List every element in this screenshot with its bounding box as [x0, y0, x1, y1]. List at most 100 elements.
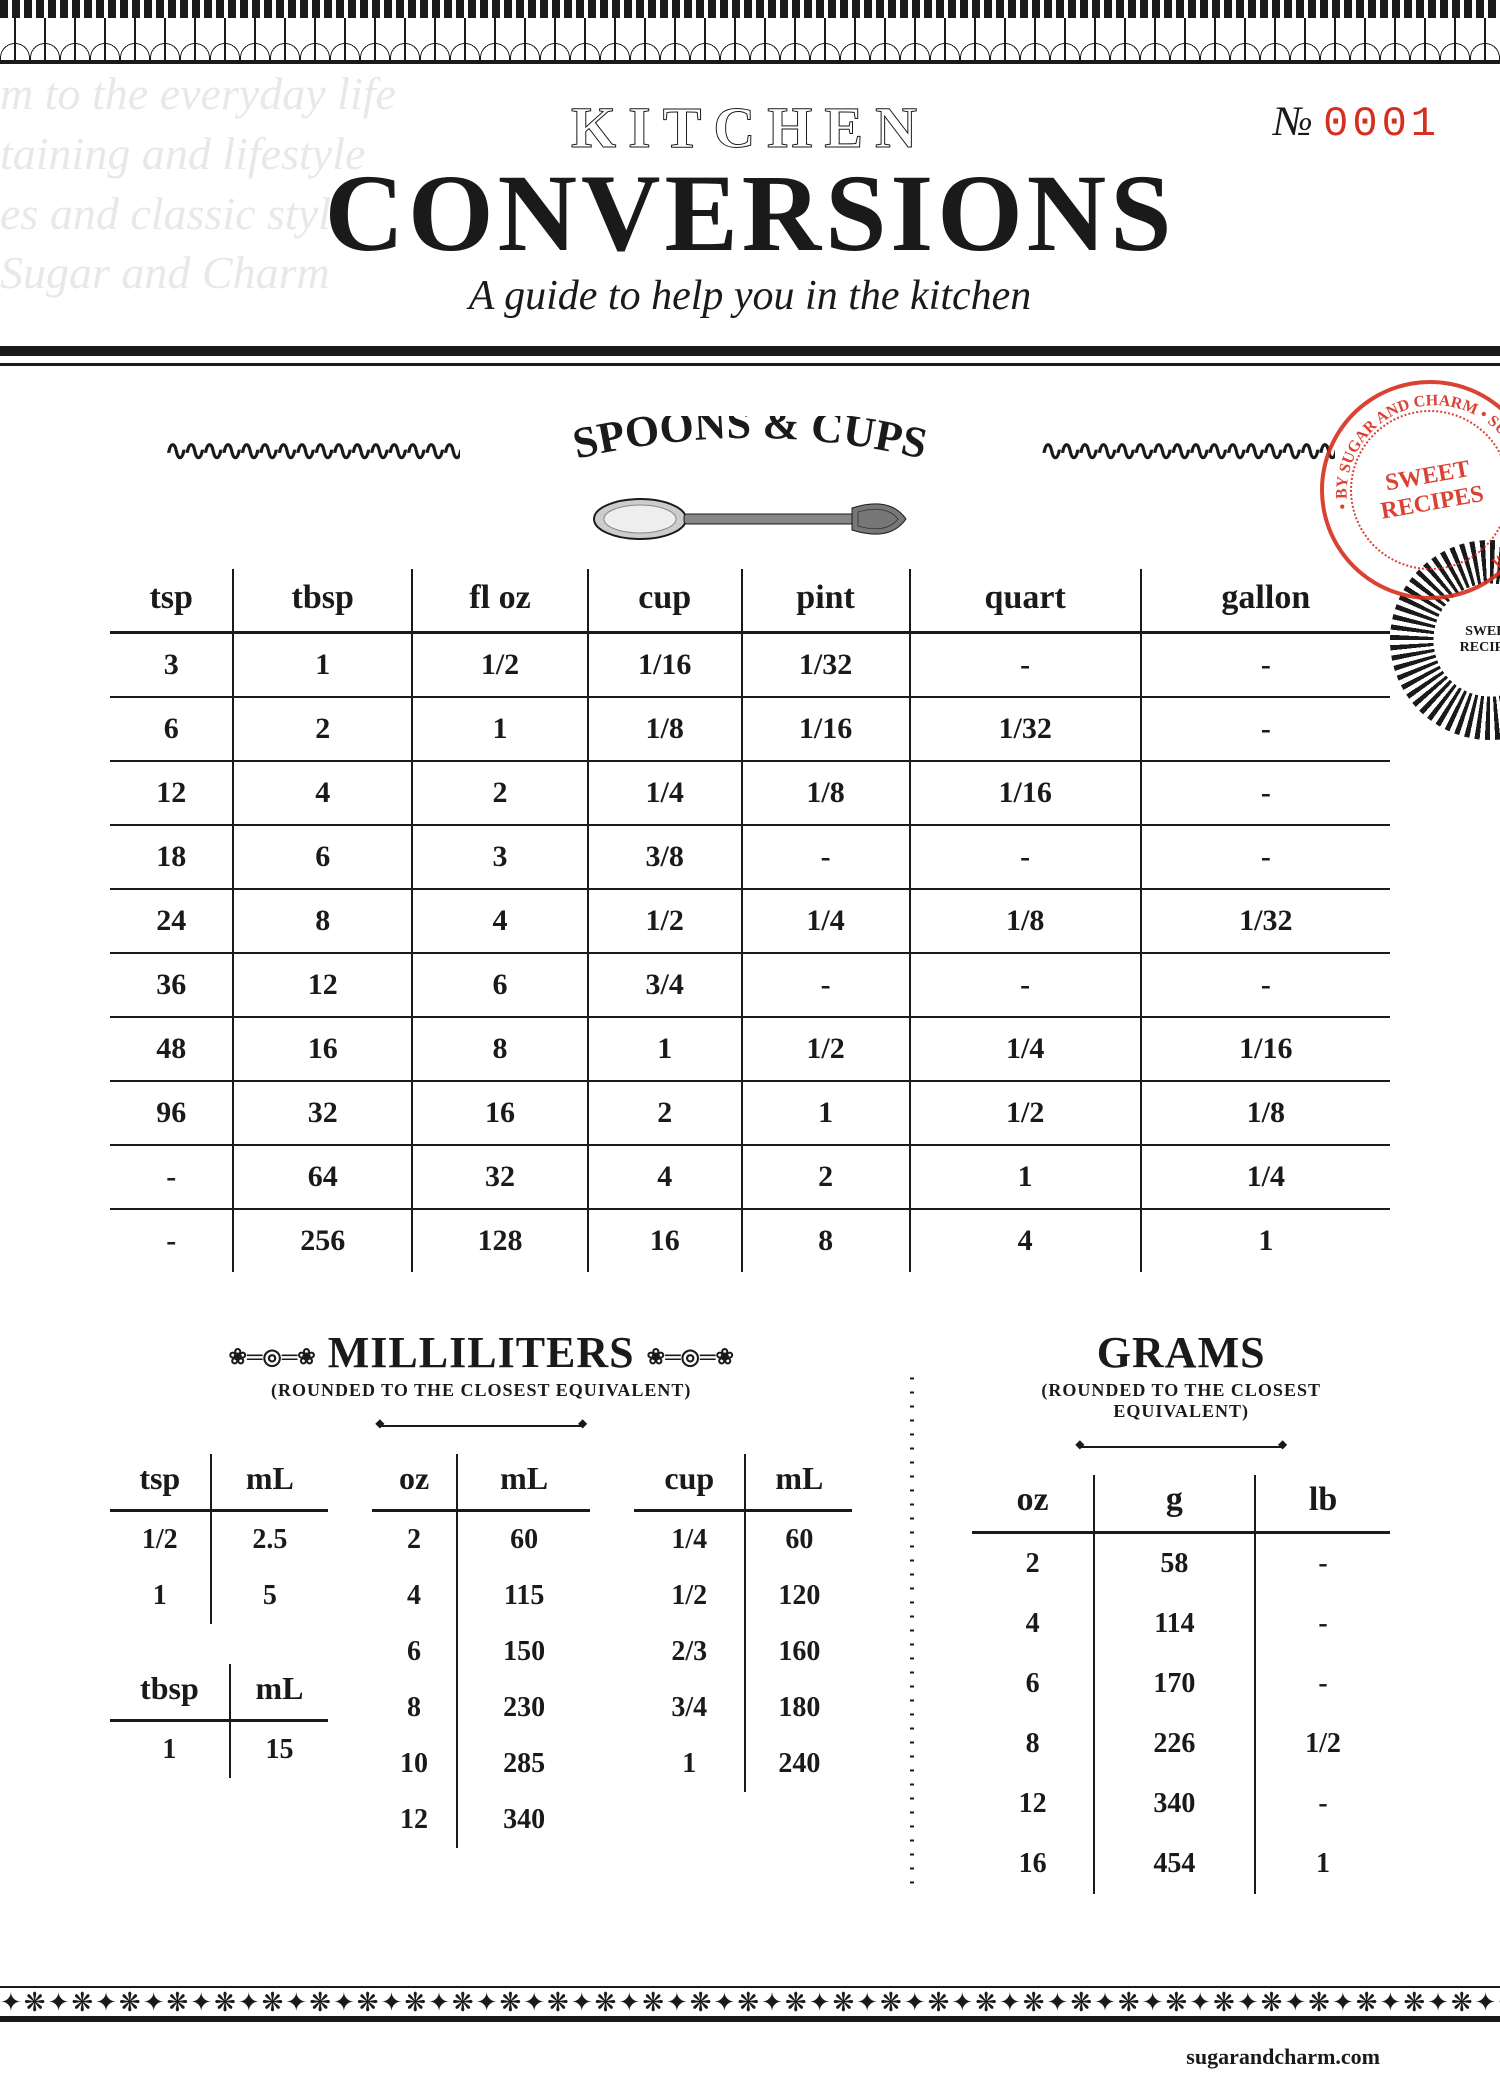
- tsp-table: tspmL1/22.515: [110, 1454, 328, 1624]
- thick-rule: [0, 346, 1500, 366]
- grams-table: ozglb258-4114-6170-82261/212340-164541: [972, 1475, 1390, 1894]
- mini-cell: 15: [230, 1720, 328, 1778]
- ml-col-oz: ozmL2604115615082301028512340: [372, 1454, 590, 1848]
- g-cell: -: [1255, 1774, 1390, 1834]
- spoons-cups-heading-row: ∿∿∿∿∿∿∿∿∿∿∿∿∿∿∿∿ SPOONS & CUPS ∿∿∿∿∿∿∿∿∿…: [110, 416, 1390, 486]
- sc-cell: 18: [110, 825, 233, 889]
- sc-cell: 16: [588, 1209, 742, 1272]
- g-header: g: [1094, 1475, 1255, 1533]
- sc-cell: 3: [110, 632, 233, 697]
- mini-header: mL: [230, 1664, 328, 1721]
- sc-cell: 1: [742, 1081, 910, 1145]
- sc-cell: -: [1141, 953, 1390, 1017]
- ml-title: MILLILITERS: [328, 1328, 635, 1377]
- table-row: 2/3160: [634, 1624, 852, 1680]
- sc-cell: 64: [233, 1145, 412, 1209]
- sc-cell: 8: [412, 1017, 588, 1081]
- sc-cell: -: [1141, 632, 1390, 697]
- g-cell: 8: [972, 1714, 1093, 1774]
- sc-col-header: fl oz: [412, 569, 588, 633]
- table-row: 15: [110, 1568, 328, 1624]
- table-row: 12340: [372, 1792, 590, 1848]
- sc-cell: 24: [110, 889, 233, 953]
- flourish-divider: [972, 1432, 1390, 1453]
- sc-cell: 1: [588, 1017, 742, 1081]
- ml-tables-row: tspmL1/22.515 tbspmL115 ozmL260411561508…: [110, 1454, 852, 1848]
- oz-table: ozmL2604115615082301028512340: [372, 1454, 590, 1848]
- sc-cell: -: [742, 825, 910, 889]
- g-cell: -: [1255, 1594, 1390, 1654]
- svg-text:SPOONS & CUPS: SPOONS & CUPS: [568, 416, 931, 468]
- sc-cell: 1/4: [910, 1017, 1141, 1081]
- mini-header: mL: [211, 1454, 329, 1511]
- sc-cell: 1/8: [1141, 1081, 1390, 1145]
- sc-cell: 1/4: [588, 761, 742, 825]
- sc-cell: 1/8: [910, 889, 1141, 953]
- mini-header: mL: [457, 1454, 590, 1511]
- g-header: oz: [972, 1475, 1093, 1533]
- sc-cell: 4: [412, 889, 588, 953]
- grams-note: (ROUNDED TO THE CLOSEST EQUIVALENT): [972, 1380, 1390, 1422]
- header: m to the everyday life taining and lifes…: [0, 64, 1500, 346]
- sc-cell: 1/2: [412, 632, 588, 697]
- serial-digits: 0001: [1323, 100, 1440, 148]
- sc-cell: 3: [412, 825, 588, 889]
- sc-cell: 4: [233, 761, 412, 825]
- cup-table: cupmL1/4601/21202/31603/41801240: [634, 1454, 852, 1792]
- sc-cell: 16: [412, 1081, 588, 1145]
- ml-title-row: ❀═◎═❀ MILLILITERS ❀═◎═❀: [110, 1327, 852, 1378]
- mini-cell: 115: [457, 1568, 590, 1624]
- mini-cell: 240: [745, 1736, 852, 1792]
- scallop-border: [0, 18, 1500, 64]
- table-row: 164541: [972, 1834, 1390, 1894]
- g-cell: 1/2: [1255, 1714, 1390, 1774]
- sc-col-header: tbsp: [233, 569, 412, 633]
- table-row: 1/460: [634, 1510, 852, 1568]
- ornament-right: ❀═◎═❀: [647, 1343, 734, 1368]
- sc-cell: 1/2: [910, 1081, 1141, 1145]
- sc-cell: 1/4: [742, 889, 910, 953]
- sc-cell: 1/16: [588, 632, 742, 697]
- tbsp-table: tbspmL115: [110, 1664, 328, 1778]
- wave-ornament-left: ∿∿∿∿∿∿∿∿∿∿∿∿∿∿∿∿: [165, 434, 460, 468]
- spoons-cups-title: SPOONS & CUPS: [490, 416, 1010, 486]
- mini-cell: 2/3: [634, 1624, 745, 1680]
- mini-cell: 340: [457, 1792, 590, 1848]
- table-row: 12340-: [972, 1774, 1390, 1834]
- mini-cell: 180: [745, 1680, 852, 1736]
- greek-key-border: [0, 0, 1500, 18]
- mini-cell: 2.5: [211, 1510, 329, 1568]
- g-cell: 6: [972, 1654, 1093, 1714]
- g-cell: -: [1255, 1532, 1390, 1594]
- stamp-outer-text: • BY SUGAR AND CHARM • SUGAR AND CHARM: [1318, 376, 1500, 597]
- table-row: 4816811/21/41/16: [110, 1017, 1390, 1081]
- g-cell: 114: [1094, 1594, 1255, 1654]
- mini-cell: 285: [457, 1736, 590, 1792]
- sc-cell: 1/16: [910, 761, 1141, 825]
- sc-cell: -: [1141, 697, 1390, 761]
- mini-cell: 1/2: [110, 1510, 211, 1568]
- sc-cell: 3/4: [588, 953, 742, 1017]
- table-row: 1240: [634, 1736, 852, 1792]
- sc-cell: 1/8: [742, 761, 910, 825]
- table-row: -64324211/4: [110, 1145, 1390, 1209]
- sc-cell: -: [910, 632, 1141, 697]
- table-row: 1/2120: [634, 1568, 852, 1624]
- sc-cell: 8: [233, 889, 412, 953]
- sc-cell: 12: [233, 953, 412, 1017]
- g-cell: -: [1255, 1654, 1390, 1714]
- table-row: 12421/41/81/16-: [110, 761, 1390, 825]
- mini-cell: 150: [457, 1624, 590, 1680]
- table-row: 6211/81/161/32-: [110, 697, 1390, 761]
- mini-cell: 60: [745, 1510, 852, 1568]
- ml-col-cup: cupmL1/4601/21202/31603/41801240: [634, 1454, 852, 1848]
- g-cell: 16: [972, 1834, 1093, 1894]
- table-row: 3/4180: [634, 1680, 852, 1736]
- spoons-cups-table: tsptbspfl ozcuppintquartgallon 311/21/16…: [110, 569, 1390, 1272]
- mini-cell: 8: [372, 1680, 457, 1736]
- content-area: ∿∿∿∿∿∿∿∿∿∿∿∿∿∿∿∿ SPOONS & CUPS ∿∿∿∿∿∿∿∿∿…: [0, 366, 1500, 1894]
- sc-cell: 32: [412, 1145, 588, 1209]
- mini-header: mL: [745, 1454, 852, 1511]
- table-row: 18633/8---: [110, 825, 1390, 889]
- sc-cell: 4: [588, 1145, 742, 1209]
